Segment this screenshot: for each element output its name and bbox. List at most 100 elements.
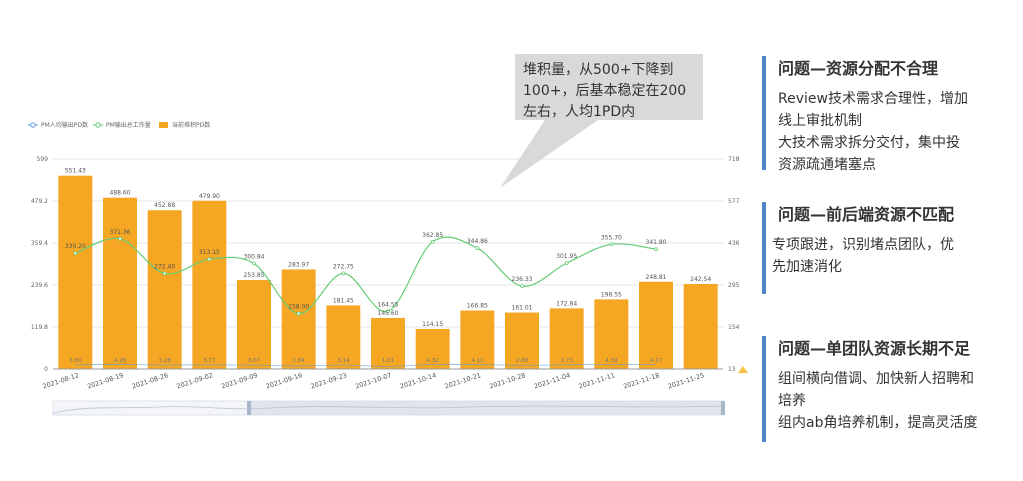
y-right-tick-label: 718 <box>728 156 740 163</box>
line-point <box>118 236 122 241</box>
line-point <box>520 284 524 289</box>
panel-body: Review技术需求合理性，增加 线上审批机制 大技术需求拆分交付，集中投 资源… <box>762 88 1012 176</box>
per-capita-value-label: 4.39 <box>605 358 618 364</box>
zoom-preview-line <box>52 405 724 414</box>
callout-line: 堆积量，从500+下降到 <box>523 62 674 78</box>
per-capita-value-label: 2.88 <box>516 358 529 364</box>
bar-value-label: 283.97 <box>288 261 309 268</box>
data-zoom-slider[interactable] <box>52 400 725 416</box>
callout-line: 左右，人均1PD内 <box>523 104 636 120</box>
y-right-tick-label: 154 <box>728 324 740 331</box>
y-left-tick-label: 359.4 <box>31 240 48 247</box>
panel-accent-bar <box>762 202 766 294</box>
y-right-tick-label: 295 <box>728 282 740 289</box>
zoom-right-handle[interactable] <box>721 401 725 415</box>
bar-value-label: 114.15 <box>422 321 443 328</box>
line-value-label: 313.15 <box>199 249 220 256</box>
line-point <box>73 251 78 256</box>
bar <box>594 299 629 369</box>
legend-marker-icon[interactable] <box>30 122 36 128</box>
panel-body: 组间横向借调、加快新人招聘和 培养 组内ab角培养机制，提高灵活度 <box>762 368 1012 434</box>
line-value-label: 301.95 <box>556 253 577 260</box>
total-workload-line <box>75 236 657 315</box>
data-labels: 551.43 488.60 452.88 479.90 253.85 283.97 181.… <box>65 168 712 364</box>
panel-line: 组间横向借调、加快新人招聘和 <box>778 371 974 387</box>
panel-line: 大技术需求拆分交付，集中投 <box>778 135 960 151</box>
per-capita-value-label: 3.14 <box>337 358 350 364</box>
line-point <box>341 271 346 276</box>
issue-panel-frontend-backend: 问题—前后端资源不匹配 专项跟进，识别堵点团队，优 先加速消化 <box>762 202 1012 294</box>
callout-note: 堆积量，从500+下降到 100+，后基本稳定在200 左右，人均1PD内 <box>515 54 703 120</box>
bar-value-label: 181.45 <box>333 297 354 304</box>
per-capita-value-label: 3.28 <box>159 358 172 364</box>
bar <box>58 175 93 369</box>
per-capita-line <box>75 363 657 367</box>
per-capita-value-label: 3.60 <box>69 358 82 364</box>
bar <box>147 210 182 369</box>
bar-value-label: 479.90 <box>199 193 220 200</box>
per-capita-value-label: 3.07 <box>248 358 261 364</box>
y-left-tick-label: 239.6 <box>31 282 48 289</box>
line-value-label: 164.55 <box>378 301 399 308</box>
bar <box>549 308 584 369</box>
line-value-label: 344.86 <box>467 238 488 245</box>
bar <box>683 283 718 369</box>
issue-panel-team-shortage: 问题—单团队资源长期不足 组间横向借调、加快新人招聘和 培养 组内ab角培养机制… <box>762 336 1012 442</box>
y-right-tick-label: 13 <box>728 366 736 373</box>
y-left-tick-label: 599 <box>37 156 49 163</box>
panel-line: 资源疏通堵塞点 <box>778 157 876 173</box>
line-series <box>73 236 658 367</box>
bar-value-label: 452.88 <box>154 202 175 209</box>
bar-value-label: 551.43 <box>65 168 86 175</box>
panel-line: 专项跟进，识别堵点团队，优 <box>772 237 954 253</box>
bar-value-label: 166.85 <box>467 303 488 310</box>
panel-line: 先加速消化 <box>772 259 842 275</box>
panel-title: 问题—资源分配不合理 <box>778 59 939 78</box>
callout-line: 100+，后基本稳定在200 <box>523 83 687 99</box>
bar <box>415 328 450 369</box>
line-point <box>386 309 390 314</box>
line-value-label: 341.80 <box>646 239 667 246</box>
per-capita-value-label: 3.73 <box>561 358 574 364</box>
line-point <box>609 242 614 247</box>
bar <box>371 317 405 369</box>
line-point <box>162 271 167 276</box>
line-value-label: 272.40 <box>154 264 175 271</box>
zoom-left-handle[interactable] <box>247 401 251 415</box>
line-point <box>475 246 480 250</box>
bar-value-label: 242.54 <box>690 276 711 283</box>
panel-title: 问题—单团队资源长期不足 <box>778 339 971 358</box>
line-point <box>654 247 658 252</box>
y-right-tick-label: 577 <box>728 198 740 205</box>
bar <box>639 281 673 369</box>
line-value-label: 236.33 <box>512 276 533 283</box>
line-point <box>564 261 569 266</box>
bar-value-label: 145.60 <box>378 310 399 317</box>
legend-label: PM人均输出PD数 <box>41 121 88 129</box>
line-point <box>430 239 435 244</box>
legend-marker-icon[interactable] <box>95 122 101 128</box>
line-value-label: 371.36 <box>110 229 131 236</box>
panel-line: 线上审批机制 <box>778 113 862 129</box>
bar-series <box>58 175 718 369</box>
line-value-label: 330.20 <box>65 243 86 250</box>
bar-value-label: 161.01 <box>512 305 533 312</box>
warning-icon[interactable] <box>738 366 748 373</box>
legend[interactable]: PM人均输出PD数 PM输出总工作量 当前堆积PD数 <box>28 121 210 129</box>
y-left-tick-label: 0 <box>44 366 48 373</box>
zoom-selected-range[interactable] <box>249 401 723 415</box>
per-capita-value-label: 3.77 <box>203 358 216 364</box>
legend-bar-icon[interactable] <box>159 122 168 128</box>
bar-value-label: 253.85 <box>244 272 265 279</box>
bar-value-label: 488.60 <box>110 190 131 197</box>
per-capita-value-label: 4.11 <box>471 358 483 364</box>
line-value-label: 300.84 <box>244 254 265 261</box>
panel-line: Review技术需求合理性，增加 <box>778 91 968 107</box>
per-capita-value-label: 4.32 <box>427 358 439 364</box>
per-capita-value-label: 1.01 <box>382 358 394 364</box>
bar-value-label: 248.81 <box>646 274 667 281</box>
panel-title: 问题—前后端资源不匹配 <box>778 205 955 224</box>
y-right-tick-label: 436 <box>728 240 740 247</box>
per-capita-value-label: 4.17 <box>650 358 663 364</box>
